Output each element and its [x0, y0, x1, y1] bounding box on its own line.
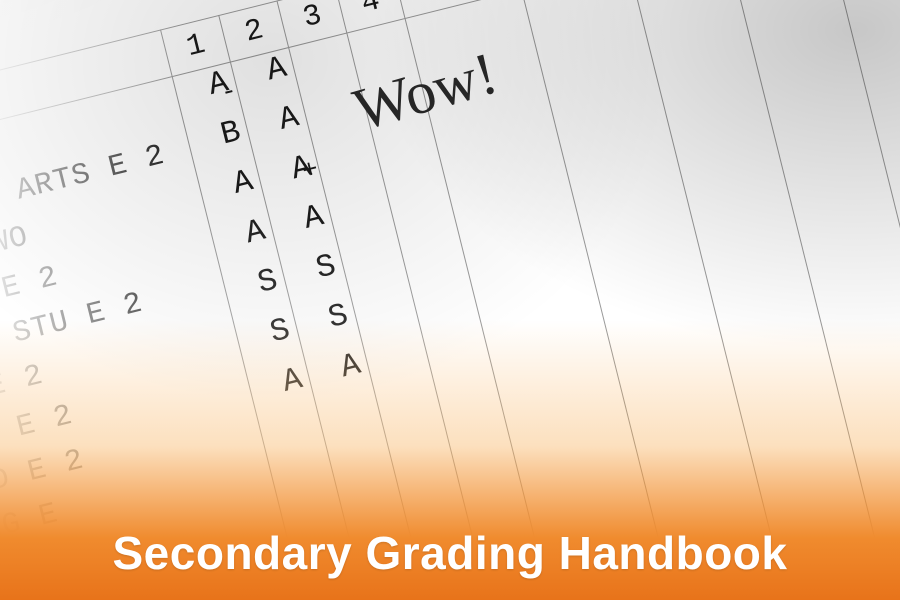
- column-header-period-3: 3: [300, 0, 327, 36]
- column-header-period-1: 1: [183, 27, 210, 65]
- column-header-period-2: 2: [241, 13, 268, 51]
- column-header-period-4: 4: [358, 0, 385, 22]
- report-card-graphic: Subject School Phon 1 2 3 4 E 2 LG LANG …: [0, 0, 900, 600]
- handwritten-annotation: Wow!: [346, 39, 505, 145]
- title-text: Secondary Grading Handbook: [113, 526, 788, 580]
- title-banner: Secondary Grading Handbook: [0, 505, 900, 600]
